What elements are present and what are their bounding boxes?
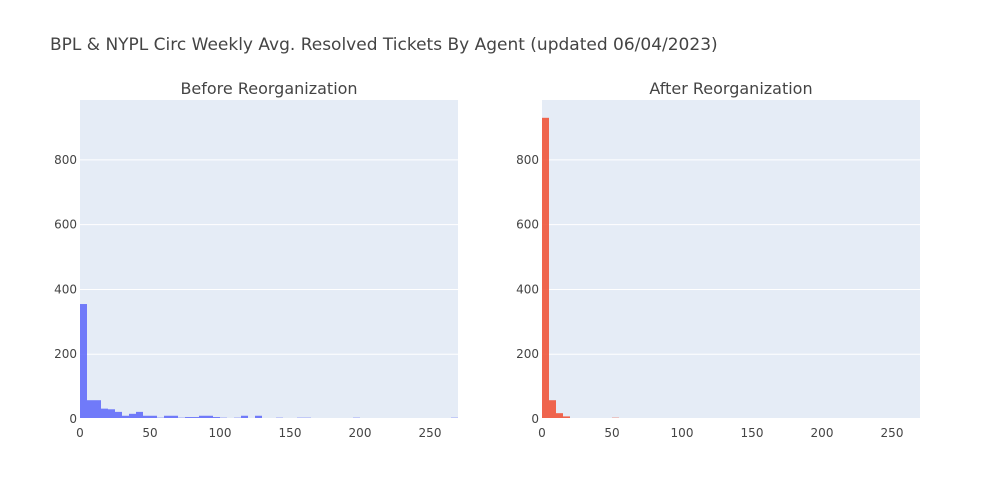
histogram-bar: [115, 411, 122, 419]
x-tick-label: 250: [419, 426, 442, 440]
histogram-bar: [549, 400, 556, 419]
y-tick-label: 600: [54, 218, 77, 232]
histogram-bar: [80, 304, 87, 419]
histogram-bar: [87, 400, 94, 419]
histogram-bar: [563, 416, 570, 419]
panel-before: 0 200 400 600 800 0 50 100 150 200 250 Before Reorg…: [54, 79, 458, 440]
chart-title: BPL & NYPL Circ Weekly Avg. Resolved Tic…: [50, 35, 718, 55]
histogram-bar: [199, 415, 206, 419]
y-tick-label: 0: [69, 412, 77, 426]
x-tick-label: 0: [538, 426, 546, 440]
histogram-bar: [542, 117, 549, 419]
histogram-bar: [143, 415, 150, 419]
histogram-bar: [255, 415, 262, 419]
histogram-bar: [241, 415, 248, 419]
y-tick-label: 200: [54, 347, 77, 361]
y-tick-label: 400: [54, 282, 77, 296]
histogram-bar: [129, 413, 136, 419]
y-tick-label: 200: [516, 347, 539, 361]
x-tick-label: 50: [142, 426, 157, 440]
x-tick-label: 250: [881, 426, 904, 440]
panel-after: 0 200 400 600 800 0 50 100 150 200 250 After Reorga…: [516, 79, 920, 440]
plot-area: [80, 100, 458, 419]
panel-subtitle: After Reorganization: [649, 79, 812, 98]
y-tick-label: 800: [516, 153, 539, 167]
histogram-bar: [150, 415, 157, 419]
plot-area: [542, 100, 920, 419]
x-tick-label: 0: [76, 426, 84, 440]
histogram-bar: [556, 413, 563, 419]
histogram-bar: [164, 415, 171, 419]
x-tick-label: 50: [604, 426, 619, 440]
y-tick-label: 400: [516, 282, 539, 296]
histogram-bar: [206, 415, 213, 419]
histogram-bar: [122, 415, 129, 419]
histogram-bar: [136, 411, 143, 419]
y-tick-label: 800: [54, 153, 77, 167]
histogram-bar: [101, 408, 108, 419]
histogram-bar: [171, 415, 178, 419]
x-tick-label: 100: [671, 426, 694, 440]
histogram-bar: [108, 409, 115, 419]
x-tick-label: 150: [741, 426, 764, 440]
x-tick-label: 100: [209, 426, 232, 440]
x-tick-label: 200: [349, 426, 372, 440]
y-tick-label: 600: [516, 218, 539, 232]
histogram-bar: [94, 400, 101, 419]
y-tick-label: 0: [531, 412, 539, 426]
x-tick-label: 150: [279, 426, 302, 440]
x-tick-label: 200: [811, 426, 834, 440]
panel-subtitle: Before Reorganization: [180, 79, 357, 98]
